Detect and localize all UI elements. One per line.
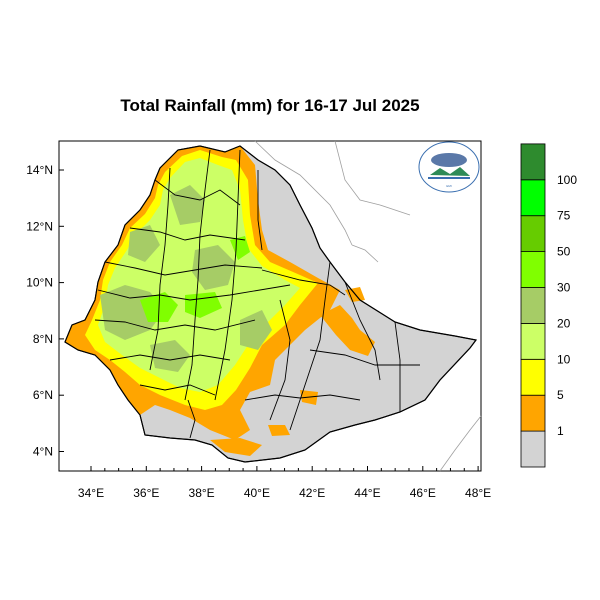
legend-swatch [520,430,546,468]
zone-boundaries [94,149,420,439]
map-title: Total Rainfall (mm) for 16-17 Jul 2025 [120,96,420,115]
ethiopian-meteorology-institute-logo: EMI [418,141,480,193]
legend-label: 75 [557,209,571,223]
legend: 1 5 10 20 30 50 75 100 [520,143,577,468]
legend-swatch [520,394,546,432]
legend-label: 10 [557,352,571,366]
x-tick-label: 44°E [354,486,380,500]
x-tick-label: 48°E [465,486,491,500]
legend-swatch [520,358,546,396]
neighbour-borders [254,140,482,472]
rain-zone-sage [100,185,272,372]
y-tick-label: 10°N [26,276,53,290]
legend-label: 20 [557,316,571,330]
x-tick-label: 36°E [133,486,159,500]
y-tick-label: 14°N [26,163,53,177]
country-border [64,145,478,463]
x-tick-label: 34°E [78,486,104,500]
x-axis: 34°E 36°E 38°E 40°E 42°E 44°E 46°E 48°E [78,466,491,500]
x-tick-label: 42°E [299,486,325,500]
y-tick-label: 12°N [26,219,53,233]
x-tick-label: 40°E [244,486,270,500]
y-tick-label: 8°N [33,332,53,346]
legend-swatch [520,287,546,324]
legend-label: 100 [557,173,577,187]
legend-label: 5 [557,388,564,402]
legend-label: 30 [557,281,571,295]
legend-label: 50 [557,245,571,259]
legend-swatch [520,322,546,360]
legend-swatch [520,143,546,181]
legend-swatch [520,215,546,252]
y-tick-label: 6°N [33,388,53,402]
svg-text:EMI: EMI [446,184,452,188]
legend-swatch [520,251,546,288]
legend-swatch [520,179,546,217]
y-axis: 14°N 12°N 10°N 8°N 6°N 4°N [26,163,64,459]
y-tick-label: 4°N [33,445,53,459]
x-tick-label: 46°E [410,486,436,500]
x-tick-label: 38°E [189,486,215,500]
legend-label: 1 [557,424,564,438]
